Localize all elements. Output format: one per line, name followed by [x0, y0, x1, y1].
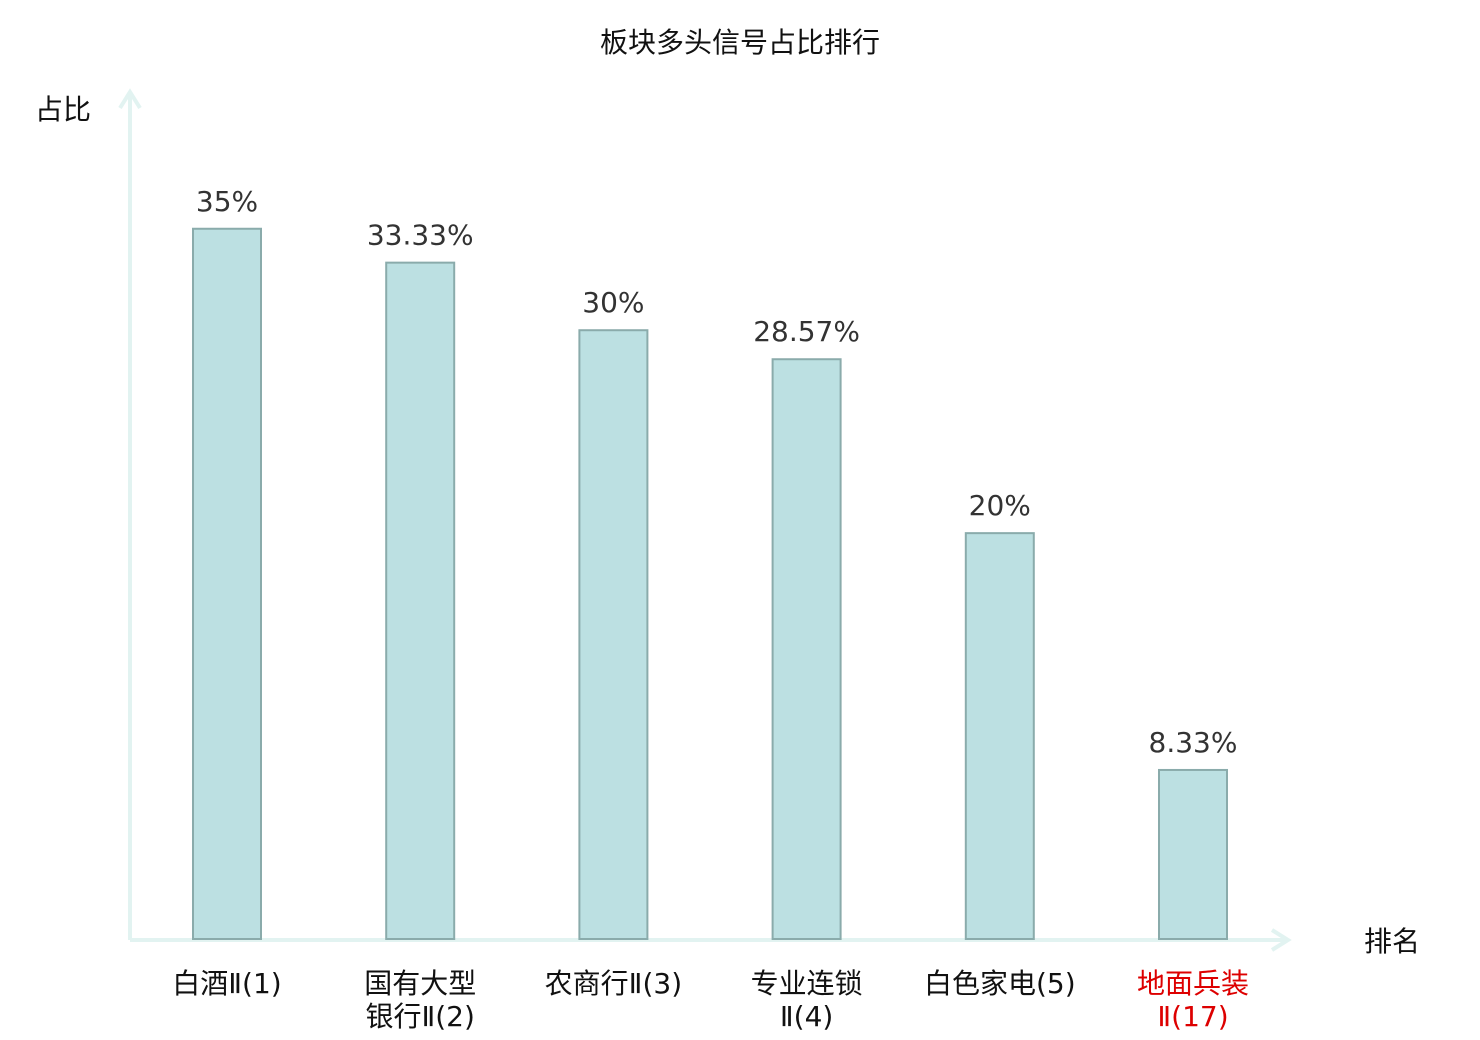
x-tick-label-line: 银行Ⅱ(2): [365, 1000, 474, 1033]
x-tick-label: 白色家电(5): [924, 967, 1076, 1000]
x-tick-label-line: 地面兵装: [1137, 967, 1249, 1000]
x-tick-label-line: 白酒Ⅱ(1): [172, 967, 281, 1000]
x-axis-label: 排名: [1364, 925, 1420, 958]
bar: [192, 227, 262, 940]
bar-value-label: 35%: [196, 185, 258, 218]
bar: [578, 329, 649, 941]
chart-title: 板块多头信号占比排行: [600, 26, 880, 59]
x-tick-label: 专业连锁 Ⅱ(4): [751, 967, 863, 1033]
x-tick-label: 农商行Ⅱ(3): [545, 967, 682, 1000]
x-tick-label-line: Ⅱ(17): [1157, 1000, 1228, 1033]
x-tick-label: 地面兵装 Ⅱ(17): [1137, 967, 1249, 1033]
x-tick-label: 白酒Ⅱ(1): [172, 967, 281, 1000]
bar-value-label: 20%: [969, 489, 1031, 522]
x-tick-label-line: 专业连锁: [751, 967, 863, 1000]
bar: [771, 358, 842, 940]
bar-value-label: 28.57%: [753, 315, 860, 348]
value-label-group: 35% 33.33% 30% 28.57% 20% 8.33%: [196, 185, 1238, 759]
y-axis-label: 占比: [35, 93, 91, 126]
x-tick-label: 国有大型银行Ⅱ(2): [364, 967, 476, 1033]
bar-value-label: 8.33%: [1149, 726, 1238, 759]
bar-value-label: 30%: [582, 286, 644, 319]
bar: [1158, 768, 1228, 941]
bar: [964, 532, 1035, 941]
x-tick-label-line: 白色家电(5): [924, 967, 1076, 1000]
x-tick-label-line: 国有大型: [364, 967, 476, 1000]
bar-group: [192, 227, 1228, 941]
y-axis-arrow: [118, 88, 142, 110]
category-label-group: 白酒Ⅱ(1) 国有大型银行Ⅱ(2) 农商行Ⅱ(3) 专业连锁 Ⅱ(4) 白色家电(5) 地面…: [172, 967, 1249, 1033]
x-tick-label-line: Ⅱ(4): [780, 1000, 833, 1033]
bar-value-label: 33.33%: [367, 219, 474, 252]
x-tick-label-line: 农商行Ⅱ(3): [545, 967, 682, 1000]
x-axis-arrow: [1270, 928, 1292, 952]
bar: [385, 261, 456, 940]
